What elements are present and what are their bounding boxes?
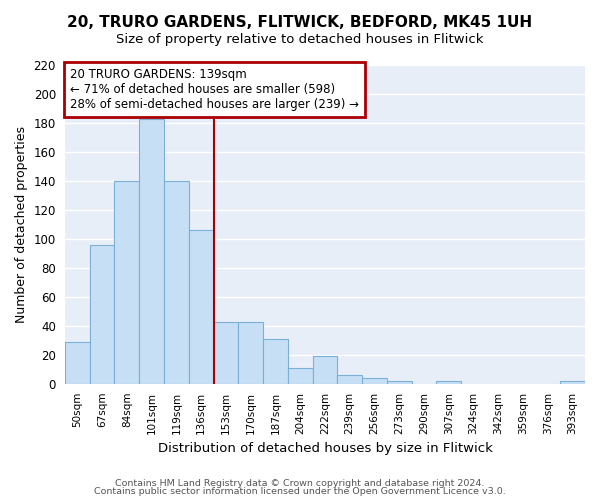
Bar — [436, 381, 461, 384]
Bar — [90, 244, 115, 384]
X-axis label: Distribution of detached houses by size in Flitwick: Distribution of detached houses by size … — [158, 442, 493, 455]
Text: 20, TRURO GARDENS, FLITWICK, BEDFORD, MK45 1UH: 20, TRURO GARDENS, FLITWICK, BEDFORD, MK… — [67, 15, 533, 30]
Text: Contains HM Land Registry data © Crown copyright and database right 2024.: Contains HM Land Registry data © Crown c… — [115, 478, 485, 488]
Bar — [214, 322, 238, 384]
Y-axis label: Number of detached properties: Number of detached properties — [15, 126, 28, 323]
Bar — [139, 118, 164, 384]
Text: Size of property relative to detached houses in Flitwick: Size of property relative to detached ho… — [116, 32, 484, 46]
Bar — [560, 381, 585, 384]
Text: Contains public sector information licensed under the Open Government Licence v3: Contains public sector information licen… — [94, 487, 506, 496]
Text: 20 TRURO GARDENS: 139sqm
← 71% of detached houses are smaller (598)
28% of semi-: 20 TRURO GARDENS: 139sqm ← 71% of detach… — [70, 68, 359, 111]
Bar — [362, 378, 387, 384]
Bar — [288, 368, 313, 384]
Bar — [313, 356, 337, 384]
Bar — [238, 322, 263, 384]
Bar — [164, 181, 189, 384]
Bar — [387, 381, 412, 384]
Bar — [115, 181, 139, 384]
Bar — [189, 230, 214, 384]
Bar — [263, 339, 288, 384]
Bar — [337, 375, 362, 384]
Bar — [65, 342, 90, 384]
